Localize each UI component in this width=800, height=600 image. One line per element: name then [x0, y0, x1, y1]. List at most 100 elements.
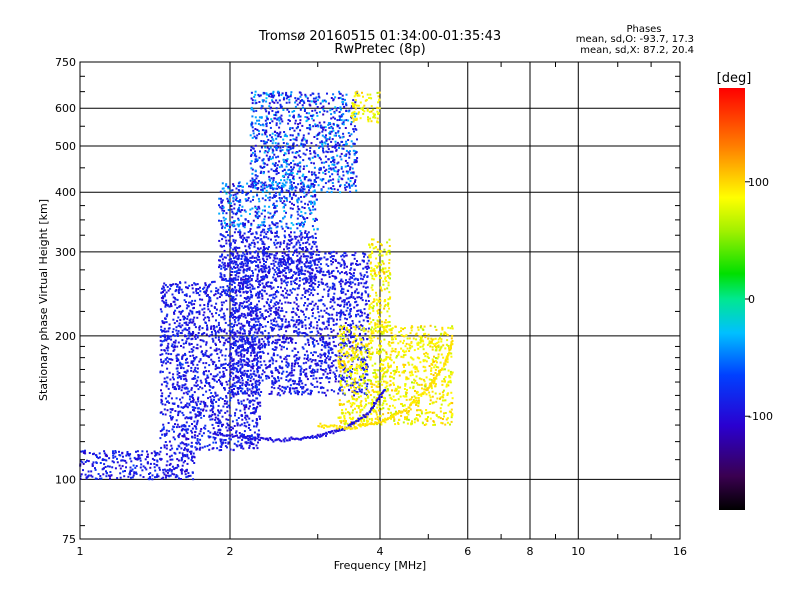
data-point	[272, 293, 275, 296]
data-point	[287, 293, 290, 296]
data-point	[222, 363, 225, 366]
data-point	[267, 185, 270, 188]
data-point	[336, 123, 339, 126]
data-point	[310, 285, 313, 288]
data-point	[184, 301, 187, 303]
data-point	[271, 381, 274, 384]
data-point	[331, 365, 333, 368]
data-point	[224, 184, 227, 187]
data-point	[177, 414, 180, 417]
data-point	[150, 452, 153, 455]
data-point	[272, 276, 275, 279]
data-point	[202, 340, 205, 343]
data-point	[329, 369, 332, 372]
data-point	[327, 271, 330, 274]
data-point	[243, 349, 246, 352]
data-point	[223, 375, 226, 378]
data-point	[296, 162, 299, 165]
data-point	[249, 289, 252, 292]
data-point	[353, 159, 356, 161]
data-point	[323, 135, 326, 138]
data-point	[265, 236, 268, 239]
data-point	[314, 317, 317, 320]
data-point	[237, 380, 240, 383]
data-point	[277, 155, 280, 158]
data-point	[209, 418, 212, 421]
data-point	[324, 182, 327, 185]
data-point	[300, 266, 303, 268]
data-point	[243, 226, 246, 229]
data-point	[129, 453, 132, 456]
data-point	[163, 446, 166, 449]
data-point	[257, 436, 260, 439]
data-point	[249, 185, 252, 188]
data-point	[297, 154, 300, 157]
data-point	[312, 341, 315, 344]
data-point	[315, 100, 318, 103]
data-point	[287, 277, 290, 279]
data-point	[202, 432, 205, 435]
data-point	[328, 138, 331, 141]
data-point	[180, 377, 183, 380]
data-point	[310, 360, 313, 363]
data-point	[342, 101, 345, 103]
data-point	[221, 199, 224, 202]
data-point	[129, 457, 132, 460]
data-point	[281, 120, 284, 123]
data-point	[266, 117, 269, 120]
data-point	[281, 389, 284, 392]
data-point	[341, 342, 344, 345]
data-point	[279, 270, 282, 273]
data-point	[354, 283, 357, 286]
data-point	[182, 346, 185, 349]
data-point	[355, 128, 358, 131]
data-point	[255, 256, 258, 259]
data-point	[166, 382, 169, 385]
data-point	[193, 391, 196, 394]
data-point	[185, 391, 188, 394]
data-point	[221, 234, 224, 237]
data-point	[270, 227, 273, 230]
data-point	[241, 327, 244, 330]
data-point	[263, 205, 266, 208]
data-point	[245, 257, 247, 260]
data-point	[250, 303, 253, 305]
data-point	[257, 308, 260, 311]
data-point	[286, 281, 289, 284]
data-point	[289, 384, 292, 387]
data-point	[288, 168, 291, 171]
data-point	[185, 437, 188, 440]
data-point	[165, 444, 168, 447]
data-point	[163, 377, 166, 380]
data-point	[278, 314, 281, 317]
data-point	[168, 464, 171, 466]
data-point	[199, 446, 202, 449]
data-point	[253, 370, 256, 373]
data-point	[233, 388, 235, 390]
data-point	[226, 429, 229, 432]
data-point	[265, 97, 268, 100]
data-point	[161, 299, 164, 302]
data-point	[229, 391, 232, 394]
data-point	[254, 382, 257, 385]
data-point	[278, 119, 281, 122]
data-point	[191, 423, 193, 425]
data-point	[283, 135, 286, 137]
data-point	[250, 146, 253, 149]
data-point	[268, 268, 271, 271]
data-point	[319, 102, 322, 105]
data-point	[237, 387, 240, 390]
data-point	[237, 376, 240, 379]
data-point	[275, 200, 278, 203]
data-point	[222, 405, 225, 408]
data-point	[191, 406, 194, 409]
data-point	[262, 182, 265, 185]
data-point	[357, 358, 360, 361]
data-point	[271, 132, 274, 135]
data-point	[256, 128, 259, 131]
data-point	[297, 308, 300, 311]
data-point	[252, 219, 255, 222]
data-point	[292, 193, 295, 196]
data-point	[217, 418, 220, 421]
data-point	[252, 184, 255, 187]
